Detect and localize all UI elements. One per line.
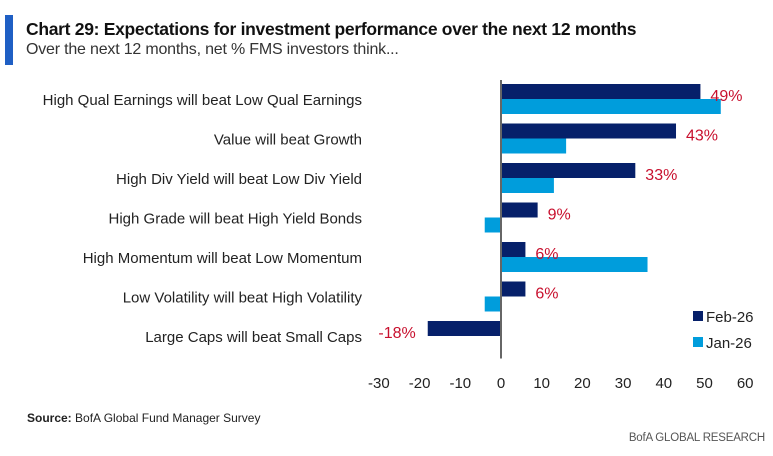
bar-feb-26	[501, 202, 538, 218]
category-label: Value will beat Growth	[214, 132, 362, 149]
bar-jan-26	[501, 99, 721, 114]
x-tick-label: 0	[497, 375, 505, 392]
x-tick-label: -30	[368, 375, 390, 392]
x-tick-label: 40	[655, 375, 672, 392]
data-label: 9%	[548, 207, 571, 224]
title-accent-bar	[5, 15, 13, 65]
x-tick-label: -20	[409, 375, 431, 392]
data-label: -18%	[378, 325, 415, 342]
brand-footer: BofA GLOBAL RESEARCH	[628, 432, 765, 444]
category-label: High Qual Earnings will beat Low Qual Ea…	[43, 92, 362, 109]
category-label: High Div Yield will beat Low Div Yield	[116, 171, 362, 188]
x-tick-label: 50	[696, 375, 713, 392]
category-label: High Grade will beat High Yield Bonds	[109, 211, 362, 228]
bar-feb-26	[427, 321, 501, 336]
bar-jan-26	[484, 296, 501, 312]
bar-jan-26	[501, 138, 567, 154]
category-label: Large Caps will beat Small Caps	[145, 329, 362, 346]
bar-feb-26	[501, 163, 636, 178]
source-label: Source:	[27, 411, 72, 425]
bar-feb-26	[501, 123, 677, 139]
bar-feb-26	[501, 84, 701, 99]
bar-jan-26	[484, 217, 501, 233]
bar-feb-26	[501, 242, 526, 257]
bar-feb-26	[501, 281, 526, 297]
legend-swatch-jan-26	[693, 337, 703, 347]
x-tick-label: -10	[449, 375, 471, 392]
chart-title: Chart 29: Expectations for investment pe…	[26, 19, 637, 39]
source-note: Source: BofA Global Fund Manager Survey	[27, 411, 260, 425]
source-text: BofA Global Fund Manager Survey	[75, 411, 261, 425]
bar-jan-26	[501, 257, 648, 272]
data-label: 33%	[645, 167, 677, 184]
chart-subtitle: Over the next 12 months, net % FMS inves…	[26, 41, 399, 58]
x-tick-label: 20	[574, 375, 591, 392]
x-tick-label: 30	[615, 375, 632, 392]
data-label: 49%	[710, 88, 742, 105]
category-label: Low Volatility will beat High Volatility	[123, 290, 363, 307]
x-tick-label: 60	[737, 375, 754, 392]
legend-swatch-feb-26	[693, 311, 703, 321]
data-label: 6%	[535, 286, 558, 303]
legend-label: Feb-26	[706, 309, 754, 326]
x-tick-label: 10	[533, 375, 550, 392]
legend-label: Jan-26	[706, 335, 752, 352]
data-label: 43%	[686, 128, 718, 145]
category-label: High Momentum will beat Low Momentum	[83, 250, 362, 267]
data-label: 6%	[535, 246, 558, 263]
bar-jan-26	[501, 178, 554, 193]
